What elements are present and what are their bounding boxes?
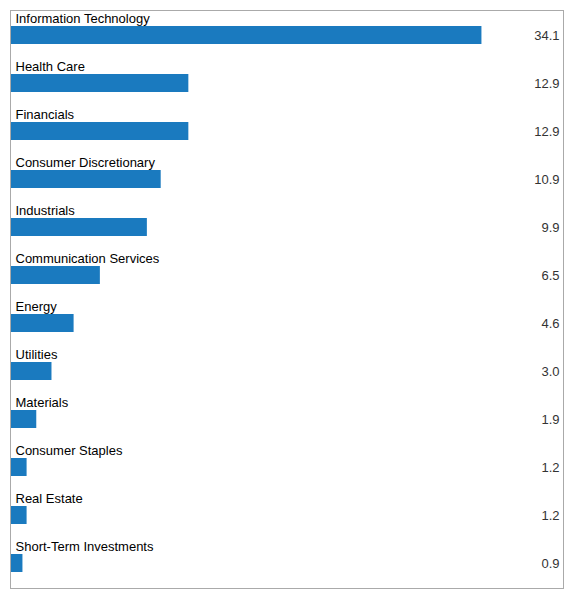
svg-text:12.9: 12.9 bbox=[534, 76, 559, 91]
svg-text:3.0: 3.0 bbox=[541, 364, 559, 379]
svg-text:9.9: 9.9 bbox=[541, 220, 559, 235]
svg-text:Consumer Discretionary: Consumer Discretionary bbox=[16, 155, 156, 170]
svg-text:0.9: 0.9 bbox=[541, 556, 559, 571]
svg-text:Utilities: Utilities bbox=[16, 347, 58, 362]
svg-text:10.9: 10.9 bbox=[534, 172, 559, 187]
svg-text:Materials: Materials bbox=[16, 395, 69, 410]
svg-text:1.2: 1.2 bbox=[541, 508, 559, 523]
svg-text:Financials: Financials bbox=[16, 107, 75, 122]
svg-text:34.1: 34.1 bbox=[534, 28, 559, 43]
svg-text:Real Estate: Real Estate bbox=[16, 491, 83, 506]
svg-text:4.6: 4.6 bbox=[541, 316, 559, 331]
svg-text:Energy: Energy bbox=[16, 299, 58, 314]
svg-text:12.9: 12.9 bbox=[534, 124, 559, 139]
svg-text:1.9: 1.9 bbox=[541, 412, 559, 427]
svg-text:6.5: 6.5 bbox=[541, 268, 559, 283]
svg-text:1.2: 1.2 bbox=[541, 460, 559, 475]
svg-text:Information Technology: Information Technology bbox=[16, 11, 151, 26]
svg-text:Industrials: Industrials bbox=[16, 203, 76, 218]
svg-text:Communication Services: Communication Services bbox=[16, 251, 160, 266]
svg-text:Health Care: Health Care bbox=[16, 59, 85, 74]
svg-text:Consumer Staples: Consumer Staples bbox=[16, 443, 123, 458]
svg-text:Short-Term Investments: Short-Term Investments bbox=[16, 539, 154, 554]
